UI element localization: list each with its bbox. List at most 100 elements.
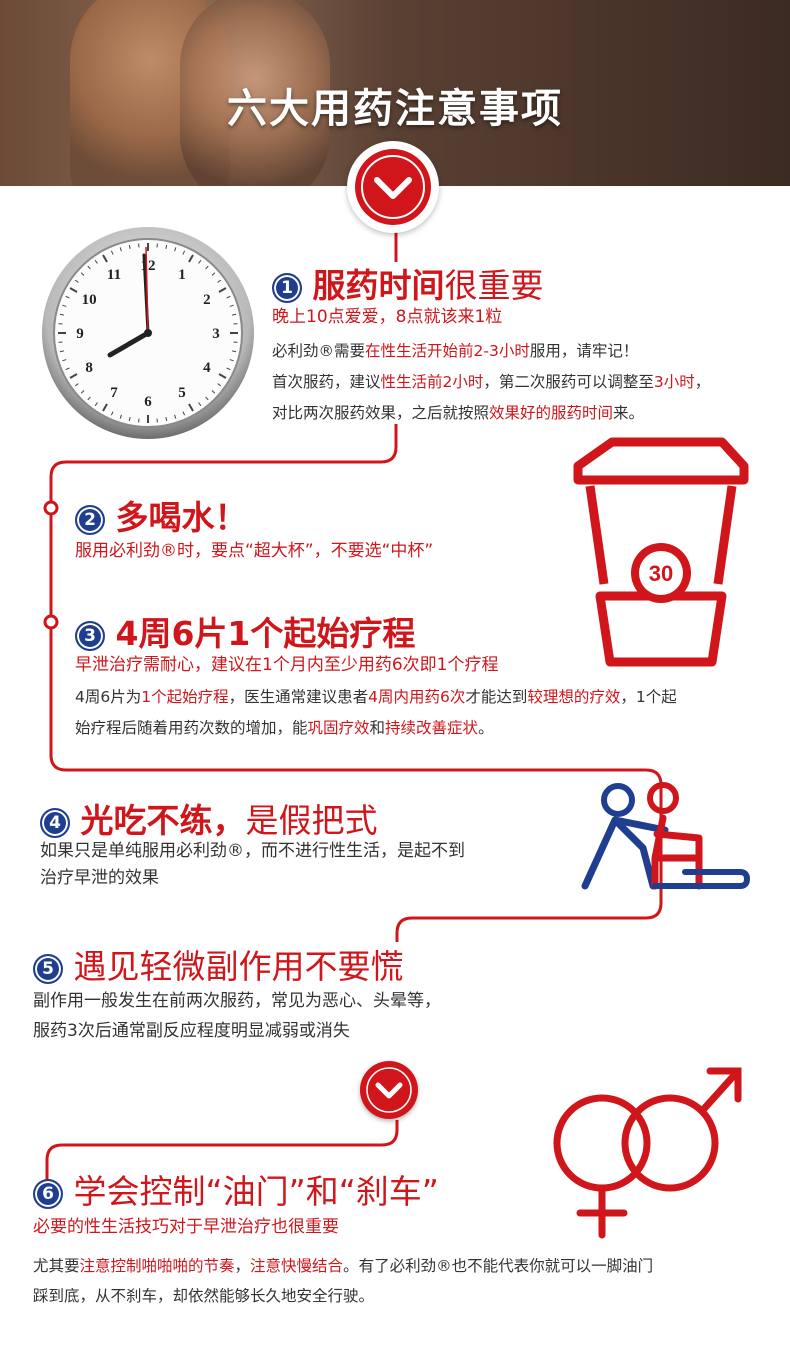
- cup-size-label: 30: [649, 561, 673, 586]
- body-line: 治疗早泄的效果: [40, 865, 465, 892]
- timeline-dot: [43, 614, 59, 630]
- body-text: ，医生通常建议患者: [228, 688, 369, 706]
- body-text: 对比两次服药效果，之后就按照: [272, 404, 490, 422]
- clock-tick: [188, 254, 194, 263]
- highlight-text: 3小时: [653, 373, 695, 391]
- clock-number: 12: [141, 258, 156, 274]
- clock-tick: [188, 403, 194, 412]
- body-text: 来。: [613, 404, 645, 422]
- clock-number: 2: [203, 292, 211, 308]
- section-2-subtitle: 服用必利劲®时，要点“超大杯”，不要选“中杯”: [75, 541, 434, 561]
- clock-tick: [119, 247, 122, 252]
- section-4-title: 4 光吃不练，是假把式: [40, 794, 378, 842]
- clock-tick: [182, 411, 186, 416]
- body-text: 首次服药，建议: [272, 373, 381, 391]
- clock-tick: [218, 373, 227, 379]
- clock-number: 7: [110, 385, 118, 401]
- clock-tick: [80, 390, 85, 394]
- clock-tick: [102, 254, 108, 263]
- clock-tick: [198, 259, 202, 264]
- clock-number: 9: [76, 326, 84, 342]
- body-text: ，: [694, 373, 711, 391]
- body-text: 。有了必利劲®也不能代表你就可以一脚油门: [343, 1257, 654, 1275]
- exercise-couple-icon: [581, 782, 750, 890]
- section-2-title: 2 多喝水！: [75, 491, 248, 539]
- clock-tick: [74, 279, 79, 283]
- clock-number: 10: [82, 292, 97, 308]
- section-6-body: 尤其要注意控制啪啪啪的节奏，注意快慢结合。有了必利劲®也不能代表你就可以一脚油门…: [33, 1251, 653, 1311]
- section-3-subtitle: 早泄治疗需耐心，建议在1个月内至少用药6次即1个疗程: [75, 655, 499, 675]
- clock-tick: [232, 313, 237, 316]
- clock-number: 5: [178, 385, 186, 401]
- clock-tick: [218, 287, 227, 293]
- clock-tick: [69, 287, 78, 293]
- section-1-title: 1 服药时间很重要: [272, 259, 544, 307]
- highlight-text: 1个起始疗程: [141, 688, 229, 706]
- clock-tick: [174, 247, 177, 252]
- section-6-title: 6 学会控制“油门”和“刹车”: [33, 1165, 439, 1213]
- couple-photo-woman: [180, 0, 330, 186]
- clock-tick: [217, 383, 222, 387]
- section-5-body: 副作用一般发生在前两次服药，常见为恶心、头晕等， 服药3次后通常副反应程度明显减弱…: [33, 986, 441, 1046]
- body-line: 始疗程后随着用药次数的增加，能巩固疗效和持续改善症状。: [75, 713, 677, 744]
- clock-tick: [165, 417, 168, 422]
- clock-number: 8: [85, 360, 93, 376]
- body-text: 和: [369, 719, 386, 737]
- clock-tick: [62, 359, 67, 362]
- body-text: 始疗程后随着用药次数的增加，能: [75, 719, 308, 737]
- body-text: 必利劲®需要: [272, 342, 366, 360]
- number-5-badge: 5: [33, 953, 63, 984]
- section-1-subtitle: 晚上10点爱爱，8点就该来1粒: [272, 307, 503, 327]
- clock-tick: [69, 373, 78, 379]
- highlight-text: 注意控制啪啪啪的节奏: [79, 1257, 235, 1275]
- highlight-text: 较理想的疗效: [527, 688, 621, 706]
- clock-number: 4: [203, 360, 211, 376]
- clock-tick: [62, 304, 67, 307]
- clock-tick: [65, 367, 70, 371]
- highlight-text: 巩固疗效: [307, 719, 370, 737]
- big-cup-icon: 30: [573, 437, 749, 667]
- clock-tick: [211, 272, 216, 276]
- clock-tick: [94, 402, 98, 407]
- body-text: 副作用一般发生在前两次服药，常见为恶心、头晕等，: [33, 991, 441, 1011]
- clock-tick: [226, 367, 231, 371]
- chevron-down-icon: [360, 1061, 418, 1119]
- timeline-dot: [43, 500, 59, 516]
- clock-tick: [198, 402, 202, 407]
- clock-tick: [94, 259, 98, 264]
- clock-tick: [128, 417, 131, 422]
- body-line: 尤其要注意控制啪啪啪的节奏，注意快慢结合。有了必利劲®也不能代表你就可以一脚油门: [33, 1251, 653, 1281]
- body-text: 踩到底，从不刹车，却依然能够长久地安全行驶。: [33, 1287, 375, 1305]
- gender-symbols-icon: [553, 1067, 742, 1239]
- body-text: 才能达到: [465, 688, 528, 706]
- highlight-text: 4周内用药6次: [368, 688, 466, 706]
- highlight-text: 性生活前2小时: [380, 373, 484, 391]
- clock-tick: [205, 396, 209, 401]
- body-text: 服用，请牢记！: [529, 342, 639, 360]
- body-line: 首次服药，建议性生活前2小时，第二次服药可以调整至3小时，: [272, 367, 710, 398]
- number-4-badge: 4: [40, 807, 70, 838]
- body-text: 。: [478, 719, 494, 737]
- clock-number: 11: [107, 267, 121, 283]
- section-1-body: 必利劲®需要在性生活开始前2-3小时服用，请牢记！ 首次服药，建议性生活前2小时，…: [272, 336, 710, 429]
- clock-tick: [65, 295, 70, 299]
- highlight-text: 注意快慢结合: [250, 1257, 344, 1275]
- body-text: 治疗早泄的效果: [40, 868, 159, 888]
- page-title: 六大用药注意事项: [227, 86, 563, 132]
- number-3-badge: 3: [75, 620, 105, 651]
- clock-tick: [74, 383, 79, 387]
- clock-number: 3: [212, 326, 220, 342]
- number-6-badge: 6: [33, 1178, 63, 1209]
- clock-tick: [87, 396, 91, 401]
- body-text: 如果只是单纯服用必利劲®，而不进行性生活，是起不到: [40, 841, 465, 861]
- clock-tick: [174, 414, 177, 419]
- section-5-title: 5 遇见轻微副作用不要慌: [33, 940, 404, 988]
- clock-tick: [205, 265, 209, 270]
- clock-tick: [110, 250, 114, 255]
- clock-tick: [232, 350, 237, 353]
- clock-tick: [119, 414, 122, 419]
- clock-tick: [229, 359, 234, 362]
- clock-tick: [182, 250, 186, 255]
